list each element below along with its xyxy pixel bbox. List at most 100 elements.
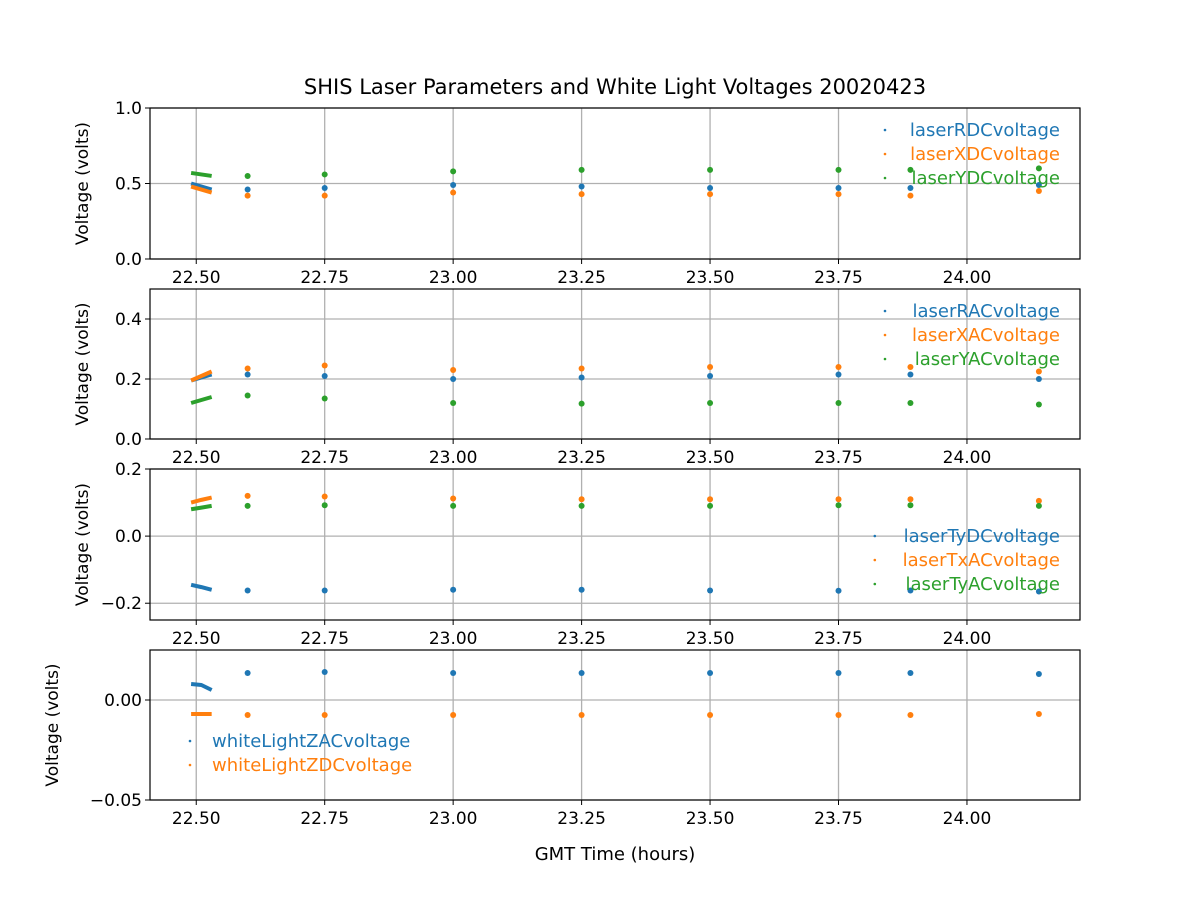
legend-label: laserXACvoltage bbox=[912, 325, 1060, 346]
x-tick-label: 23.00 bbox=[429, 268, 478, 288]
data-point-laserXDCvoltage bbox=[907, 192, 914, 199]
legend-label: laserTyACvoltage bbox=[905, 574, 1060, 595]
x-tick-label: 22.75 bbox=[300, 629, 349, 649]
data-point-laserXACvoltage bbox=[907, 364, 914, 370]
y-axis-label: Voltage (volts) bbox=[73, 483, 93, 606]
data-point-laserTyACvoltage bbox=[578, 502, 585, 509]
x-tick-label: 23.25 bbox=[557, 809, 606, 829]
y-tick-label: −0.2 bbox=[101, 594, 142, 614]
data-point-laserXACvoltage bbox=[1035, 368, 1042, 375]
legend-marker bbox=[188, 763, 192, 767]
data-point-laserXDCvoltage bbox=[321, 192, 328, 199]
legend-label: whiteLightZDCvoltage bbox=[212, 755, 412, 776]
x-tick-label: 24.00 bbox=[943, 448, 992, 468]
data-point-laserYACvoltage bbox=[244, 392, 251, 399]
y-tick-label: 0.0 bbox=[115, 527, 142, 547]
legend-label: whiteLightZACvoltage bbox=[212, 731, 410, 752]
data-point-laserXACvoltage bbox=[321, 362, 328, 369]
y-tick-label: 0.2 bbox=[115, 460, 142, 480]
data-point-laserXDCvoltage bbox=[450, 189, 457, 196]
data-point-laserTyACvoltage bbox=[244, 502, 251, 509]
data-point-whiteLightZACvoltage bbox=[1035, 671, 1042, 677]
data-point-laserTyACvoltage bbox=[450, 502, 457, 509]
x-tick-label: 22.75 bbox=[300, 268, 349, 288]
data-point-laserYDCvoltage bbox=[321, 171, 328, 178]
data-point-laserYACvoltage bbox=[707, 400, 714, 406]
data-point-whiteLightZACvoltage bbox=[707, 670, 714, 676]
data-point-laserYACvoltage bbox=[835, 400, 842, 406]
y-axis-label: Voltage (volts) bbox=[73, 122, 93, 245]
data-point-whiteLightZDCvoltage bbox=[578, 712, 585, 718]
legend-marker bbox=[883, 152, 887, 156]
axes-frame bbox=[149, 649, 1081, 801]
legend-marker bbox=[873, 534, 877, 538]
legend-marker bbox=[188, 739, 192, 743]
data-point-laserRDCvoltage bbox=[907, 185, 914, 192]
x-tick-label: 23.50 bbox=[686, 809, 735, 829]
x-tick-label: 22.50 bbox=[172, 809, 221, 829]
data-point-laserTxACvoltage bbox=[244, 492, 251, 499]
data-point-laserXDCvoltage bbox=[835, 191, 842, 198]
data-point-laserXDCvoltage bbox=[707, 191, 714, 198]
x-tick-label: 24.00 bbox=[943, 809, 992, 829]
data-point-laserRACvoltage bbox=[835, 371, 842, 378]
data-point-laserRDCvoltage bbox=[835, 185, 842, 192]
data-point-laserRDCvoltage bbox=[707, 185, 714, 192]
x-tick-label: 23.50 bbox=[686, 268, 735, 288]
data-point-laserXACvoltage bbox=[244, 365, 251, 372]
data-point-laserTxACvoltage bbox=[707, 496, 714, 503]
x-tick-label: 23.25 bbox=[557, 448, 606, 468]
data-point-laserYDCvoltage bbox=[1035, 165, 1042, 172]
data-point-laserYDCvoltage bbox=[578, 166, 585, 173]
y-tick-label: 0.00 bbox=[104, 691, 142, 711]
data-point-laserYDCvoltage bbox=[244, 172, 251, 179]
data-point-whiteLightZACvoltage bbox=[450, 670, 457, 676]
data-point-laserYACvoltage bbox=[450, 400, 457, 406]
y-tick-label: 0.5 bbox=[115, 175, 142, 195]
chart-title: SHIS Laser Parameters and White Light Vo… bbox=[304, 75, 926, 99]
data-point-laserYACvoltage bbox=[1035, 401, 1042, 408]
data-point-whiteLightZACvoltage bbox=[578, 670, 585, 676]
data-point-whiteLightZDCvoltage bbox=[450, 712, 457, 718]
y-tick-label: 0.0 bbox=[115, 250, 142, 270]
data-point-laserTyACvoltage bbox=[1035, 502, 1042, 509]
data-point-laserXACvoltage bbox=[450, 367, 457, 373]
legend-label: laserXDCvoltage bbox=[910, 144, 1060, 165]
legend-label: laserTyDCvoltage bbox=[904, 526, 1060, 547]
legend-label: laserRDCvoltage bbox=[910, 120, 1060, 141]
data-point-laserTyDCvoltage bbox=[321, 587, 328, 594]
data-point-laserTyACvoltage bbox=[321, 502, 328, 509]
data-point-whiteLightZDCvoltage bbox=[244, 712, 251, 718]
data-point-laserYDCvoltage bbox=[450, 168, 457, 175]
data-point-whiteLightZDCvoltage bbox=[907, 712, 914, 718]
legend-marker bbox=[883, 128, 887, 132]
data-point-laserRACvoltage bbox=[707, 373, 714, 379]
data-point-laserTyACvoltage bbox=[835, 502, 842, 509]
x-tick-label: 22.50 bbox=[172, 268, 221, 288]
data-point-whiteLightZDCvoltage bbox=[707, 712, 714, 718]
x-tick-label: 24.00 bbox=[943, 268, 992, 288]
y-tick-label: 0.0 bbox=[115, 430, 142, 450]
data-point-laserTyDCvoltage bbox=[1035, 588, 1042, 595]
y-tick-label: 0.2 bbox=[115, 370, 142, 390]
data-series-laserYACvoltage bbox=[190, 395, 213, 405]
data-series-laserXDCvoltage bbox=[190, 184, 213, 195]
data-point-whiteLightZDCvoltage bbox=[1035, 711, 1042, 717]
data-point-laserYDCvoltage bbox=[907, 166, 914, 173]
data-point-laserTxACvoltage bbox=[321, 493, 328, 500]
x-tick-label: 23.00 bbox=[429, 448, 478, 468]
x-tick-label: 23.75 bbox=[814, 268, 863, 288]
data-point-laserXACvoltage bbox=[707, 364, 714, 370]
data-point-laserRACvoltage bbox=[244, 371, 251, 378]
x-tick-label: 23.75 bbox=[814, 629, 863, 649]
axes-frame bbox=[149, 468, 1081, 621]
data-point-whiteLightZACvoltage bbox=[907, 670, 914, 676]
data-point-laserTyDCvoltage bbox=[578, 586, 585, 593]
data-series-whiteLightZACvoltage bbox=[190, 682, 213, 692]
data-point-laserYACvoltage bbox=[907, 400, 914, 406]
legend-marker bbox=[883, 176, 887, 180]
legend-label: laserYACvoltage bbox=[915, 349, 1060, 370]
x-tick-label: 23.00 bbox=[429, 629, 478, 649]
